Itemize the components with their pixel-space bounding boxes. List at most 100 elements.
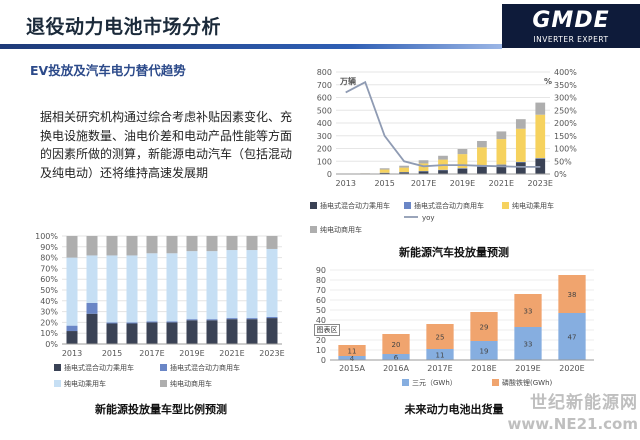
header: 退役动力电池市场分析 GMDE INVERTER EXPERT bbox=[0, 0, 640, 49]
watermark: 世纪新能源网 www.NE21.com bbox=[470, 392, 638, 438]
y2-tick-label: 0% bbox=[554, 170, 567, 179]
y-tick-label: 800 bbox=[317, 68, 332, 77]
legend-label: 插电式混合动力乘用车 bbox=[64, 363, 134, 372]
bar-segment bbox=[206, 320, 218, 344]
bar-segment bbox=[226, 250, 238, 319]
bar-segment bbox=[86, 313, 98, 344]
y-tick-label: 20% bbox=[40, 318, 58, 327]
battery-chart-panel: 01020304050607080904112015A6202016A11252… bbox=[306, 262, 602, 422]
bar-segment bbox=[246, 250, 258, 319]
bar-segment bbox=[477, 166, 487, 167]
volume-chart-caption: 新能源汽车投放量预测 bbox=[399, 246, 509, 259]
ratio-chart: 0% 10% 20%30% 40% 50% 60% 70%80% 90% 100% 2013 201… bbox=[35, 232, 285, 388]
bar-segment bbox=[206, 251, 218, 320]
bar-segment bbox=[166, 322, 178, 344]
x-tick-label: 2020E bbox=[559, 364, 584, 373]
y-tick-label: 50% bbox=[40, 286, 58, 295]
bar-segment bbox=[126, 322, 138, 324]
bar-segment bbox=[206, 319, 218, 321]
bar-segment bbox=[399, 165, 409, 168]
bar-segment bbox=[426, 324, 454, 349]
legend-swatch bbox=[54, 380, 61, 387]
y-tick-label: 60% bbox=[40, 275, 58, 284]
bar-segment bbox=[477, 140, 487, 148]
bar-segment bbox=[166, 321, 178, 323]
legend-swatch bbox=[402, 379, 409, 386]
y-tick-label: 100 bbox=[317, 157, 332, 166]
watermark-line1: 世纪新能源网 bbox=[530, 393, 638, 413]
bar-segment bbox=[515, 128, 526, 162]
x-tick-label: 2017E bbox=[427, 364, 452, 373]
x-tick-label: 2015A bbox=[339, 364, 365, 373]
y-tick-label: 100% bbox=[35, 232, 58, 241]
bar-segment bbox=[66, 331, 78, 344]
legend-label: yoy bbox=[422, 214, 435, 222]
bar-segment bbox=[226, 318, 238, 320]
bar-segment bbox=[66, 257, 78, 326]
bar-segment bbox=[206, 236, 218, 252]
bar-segment bbox=[246, 318, 258, 320]
x-tick-label: 2015 bbox=[374, 179, 394, 188]
bar-segment bbox=[477, 166, 487, 174]
y-tick-label: 700 bbox=[317, 81, 332, 90]
bar-segment bbox=[66, 236, 78, 258]
y-tick-label: 70% bbox=[40, 264, 58, 273]
logo-main-text: GMDE bbox=[532, 8, 610, 33]
bar-segment bbox=[438, 155, 448, 160]
legend-label: 插电式混合动力商用车 bbox=[414, 201, 484, 210]
bar-segment bbox=[496, 165, 507, 174]
bar-segment bbox=[496, 164, 507, 166]
bar-segment bbox=[418, 163, 429, 172]
legend-label: 磷酸铁锂(GWh) bbox=[502, 378, 553, 387]
bar-segment bbox=[86, 236, 98, 256]
x-tick-label: 2019E bbox=[515, 364, 540, 373]
data-label: 47 bbox=[568, 334, 577, 342]
yoy-line bbox=[345, 80, 541, 168]
x-tick-label: 2016A bbox=[383, 364, 409, 373]
y-tick-label: 90% bbox=[40, 243, 58, 252]
data-label: 25 bbox=[436, 334, 445, 342]
y2-tick-label: 200% bbox=[554, 119, 577, 128]
volume-chart-panel: 0 100 200 300 400 500 600 700 800 0% 50% 100% 150% 20… bbox=[306, 60, 590, 260]
y2-tick-label: 150% bbox=[554, 132, 577, 141]
legend-swatch bbox=[502, 202, 509, 209]
y-tick-label: 400 bbox=[317, 119, 332, 128]
bar-segment bbox=[470, 341, 498, 360]
y2-tick-label: 100% bbox=[554, 145, 577, 154]
bar-segment bbox=[438, 170, 448, 174]
data-label: 11 bbox=[348, 348, 357, 356]
y2-tick-label: 300% bbox=[554, 94, 577, 103]
header-accent-bar bbox=[0, 44, 502, 49]
y2-tick-label: 250% bbox=[554, 106, 577, 115]
x-tick-label: 2018E bbox=[471, 364, 496, 373]
bar-segment bbox=[86, 255, 98, 303]
bar-segment bbox=[226, 236, 238, 251]
bar-segment bbox=[146, 253, 158, 322]
bar-segment bbox=[186, 319, 198, 321]
bar-segment bbox=[535, 114, 546, 159]
volume-chart: 0 100 200 300 400 500 600 700 800 0% 50% 100% 150% 20… bbox=[310, 68, 577, 234]
bar-segment bbox=[457, 149, 468, 155]
bar-segment bbox=[515, 161, 526, 163]
bar-segment bbox=[266, 317, 278, 319]
bar-segment bbox=[399, 172, 409, 174]
x-tick-label: 2017E bbox=[139, 349, 164, 358]
bar-segment bbox=[496, 131, 507, 140]
legend-label: 三元（GWh） bbox=[412, 379, 457, 387]
x-tick-label: 2021E bbox=[219, 349, 244, 358]
bar-segment bbox=[514, 327, 542, 360]
bar-segment bbox=[106, 236, 118, 256]
data-label: 20 bbox=[392, 341, 401, 349]
bar-segment bbox=[470, 312, 498, 341]
bar-segment bbox=[457, 168, 468, 174]
bar-segment bbox=[457, 168, 468, 169]
bar-segment bbox=[558, 313, 586, 360]
page-title: 退役动力电池市场分析 bbox=[26, 16, 222, 38]
bar-segment bbox=[382, 354, 410, 360]
bar-segment bbox=[426, 349, 454, 360]
legend-label: 纯电动乘用车 bbox=[64, 379, 106, 388]
bar-segment bbox=[266, 248, 278, 317]
bar-segment bbox=[66, 325, 78, 332]
bar-segment bbox=[477, 147, 487, 167]
bar-segment bbox=[166, 236, 178, 254]
